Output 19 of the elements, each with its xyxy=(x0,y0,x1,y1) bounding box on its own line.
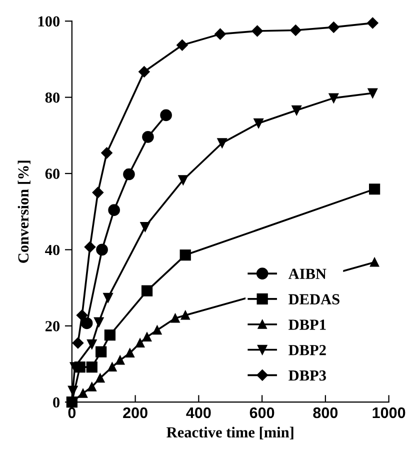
x-tick-label: 600 xyxy=(250,407,274,418)
legend-label: DBP2 xyxy=(288,344,326,356)
x-tick-label: 200 xyxy=(123,407,148,418)
legend-label: AIBN xyxy=(288,268,326,279)
y-tick-label: 20 xyxy=(45,321,60,332)
y-tick-label: 80 xyxy=(45,92,60,103)
legend-label: DEDAS xyxy=(288,294,340,304)
legend-label: DBP3 xyxy=(288,370,326,381)
y-tick-label: 100 xyxy=(38,16,60,27)
x-tick-label: 1000 xyxy=(372,407,406,418)
y-tick-label: 0 xyxy=(53,397,60,408)
y-axis-title: Conversion [%] xyxy=(18,160,30,263)
y-tick-label: 40 xyxy=(45,244,60,256)
x-axis-title: Reactive time [min] xyxy=(166,426,294,440)
legend-label: DBP1 xyxy=(288,320,326,330)
x-tick-label: 800 xyxy=(313,407,338,418)
x-tick-label: 400 xyxy=(186,407,211,418)
x-tick-label: 0 xyxy=(68,407,76,418)
y-tick-label: 60 xyxy=(45,168,60,179)
